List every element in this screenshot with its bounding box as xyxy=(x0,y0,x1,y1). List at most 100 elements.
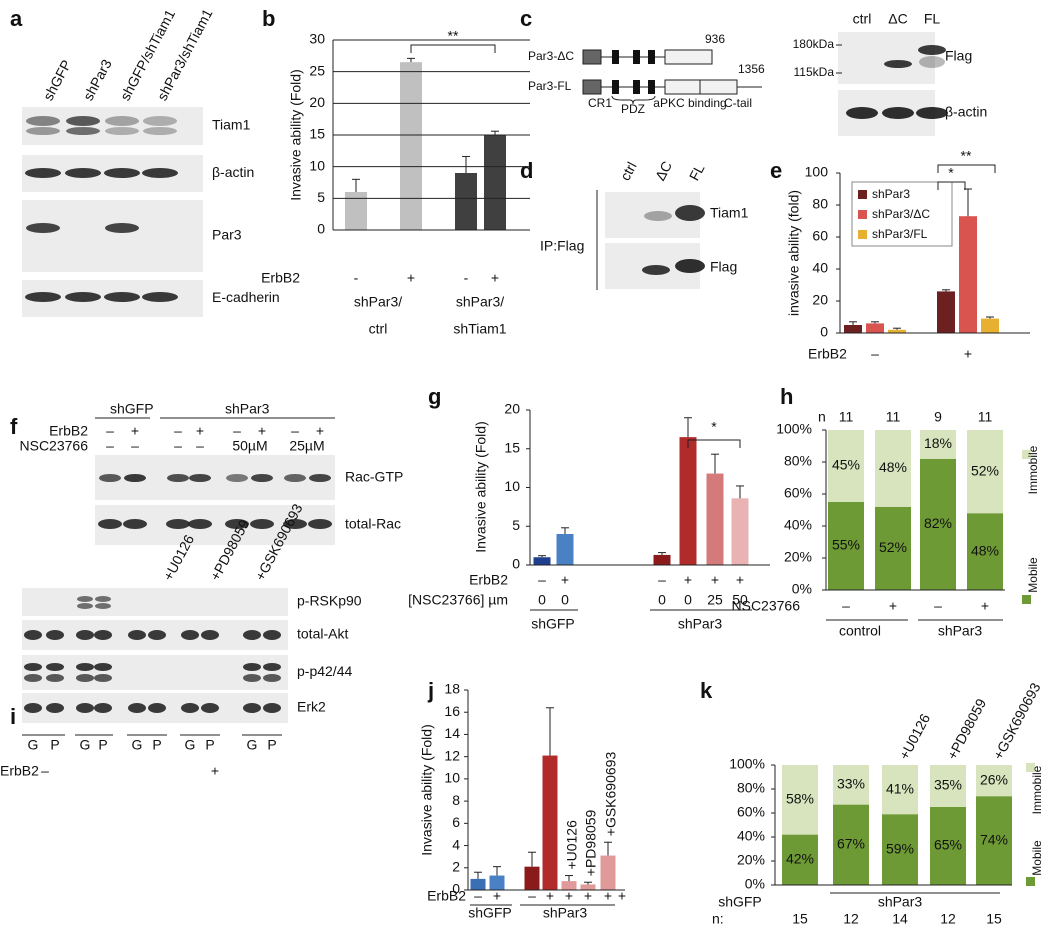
n-value: 11 xyxy=(839,409,854,425)
blot-strip xyxy=(838,32,935,84)
y-tick-label: 12 xyxy=(444,747,460,763)
group-label: shPar3 xyxy=(678,616,723,632)
blot-band xyxy=(284,474,306,482)
row-value: 50µM xyxy=(232,438,267,454)
y-tick-label: 20 xyxy=(504,401,520,417)
group-label: shPar3 xyxy=(938,623,983,639)
domain xyxy=(582,79,602,95)
bar-segment xyxy=(833,804,869,885)
significance-label: ** xyxy=(961,148,972,164)
group-label: shGFP xyxy=(468,905,512,921)
n-label: n xyxy=(818,409,826,425)
blot-band xyxy=(76,663,94,671)
domain xyxy=(582,49,602,65)
blot-band xyxy=(65,292,101,302)
blot-band xyxy=(918,45,946,55)
legend-box xyxy=(851,181,953,247)
y-tick-label: 60% xyxy=(784,485,812,501)
lane-label: G xyxy=(247,737,258,753)
group-label: shGFP xyxy=(718,894,762,910)
blot-band xyxy=(243,674,261,682)
bar-segment xyxy=(920,458,956,590)
y-tick-label: 100 xyxy=(805,164,829,180)
row-value: + xyxy=(618,888,626,904)
n-value: 12 xyxy=(940,911,956,927)
domain xyxy=(612,50,619,64)
blot-band xyxy=(76,630,94,640)
row-value: + xyxy=(407,270,415,286)
domain-label: C-tail xyxy=(724,96,752,110)
bar xyxy=(679,437,697,565)
row-value: 25µM xyxy=(289,438,324,454)
y-tick-label: 25 xyxy=(309,62,325,78)
blot-band xyxy=(24,630,42,640)
band-label: Tiam1 xyxy=(710,205,749,221)
y-tick-label: 40% xyxy=(784,517,812,533)
row-label: ErbB2 xyxy=(49,423,88,439)
row-value: + xyxy=(561,572,569,588)
row-value: 0 xyxy=(684,592,692,608)
panel-label: i xyxy=(10,704,16,729)
bar xyxy=(489,875,505,890)
row-value: + xyxy=(684,572,692,588)
row-value: 0 xyxy=(561,592,569,608)
blot-band xyxy=(142,292,178,302)
bar xyxy=(844,325,862,333)
lane-label: ctrl xyxy=(617,159,640,183)
legend-swatch xyxy=(858,210,867,219)
blot-band xyxy=(181,703,199,713)
significance-label: * xyxy=(948,165,954,181)
y-tick-label: 80% xyxy=(784,453,812,469)
domain xyxy=(664,79,701,95)
y-tick-label: 16 xyxy=(444,703,460,719)
construct-label: Par3-ΔC xyxy=(528,49,574,63)
blot-band xyxy=(66,127,100,135)
group-label: shPar3/ xyxy=(456,294,504,310)
bar-label: +GSK690693 xyxy=(603,752,619,837)
n-value: 11 xyxy=(978,409,993,425)
domain xyxy=(699,79,738,95)
blot-band xyxy=(94,630,112,640)
band-label: Flag xyxy=(945,48,972,64)
blot-band xyxy=(26,116,60,126)
row-value: + xyxy=(711,572,719,588)
y-tick-label: 0 xyxy=(820,324,828,340)
blot-band xyxy=(25,292,61,302)
group-label: shPar3 xyxy=(225,401,270,417)
group-label: ctrl xyxy=(369,321,388,337)
blot-band xyxy=(98,519,122,529)
y-tick-label: 40 xyxy=(812,260,828,276)
bar xyxy=(959,216,977,333)
y-tick-label: 80% xyxy=(737,780,765,796)
y-tick-label: 0% xyxy=(745,876,765,892)
band-label: total-Akt xyxy=(297,626,348,642)
blot-band xyxy=(95,596,111,602)
lane-label: FL xyxy=(686,161,708,183)
blot-band xyxy=(94,703,112,713)
panel-label: j xyxy=(427,678,434,703)
lane-label: P xyxy=(205,737,214,753)
x-tick-label: – xyxy=(842,598,850,614)
legend-label: Mobile xyxy=(1026,557,1040,593)
ip-label: IP:Flag xyxy=(540,238,584,254)
panel-label: h xyxy=(780,384,793,409)
blot-band xyxy=(675,205,705,221)
row-value: + xyxy=(211,763,219,779)
bar-segment xyxy=(976,765,1012,797)
group-label: shPar3 xyxy=(543,905,588,921)
row-value: – xyxy=(291,423,299,439)
group-label: shGFP xyxy=(110,401,154,417)
group-label: control xyxy=(839,623,881,639)
row-label: ErbB2 xyxy=(0,763,39,779)
x-tick-label: + xyxy=(981,598,989,614)
domain xyxy=(612,80,619,94)
band-label: p-p42/44 xyxy=(297,663,352,679)
n-label: n: xyxy=(712,911,724,927)
blot-band xyxy=(46,703,64,713)
y-tick-label: 15 xyxy=(504,439,520,455)
blot-band xyxy=(46,630,64,640)
band-label: Tiam1 xyxy=(212,117,251,133)
blot-band xyxy=(309,474,331,482)
row-value: – xyxy=(196,438,204,454)
band-label: Rac-GTP xyxy=(345,469,403,485)
